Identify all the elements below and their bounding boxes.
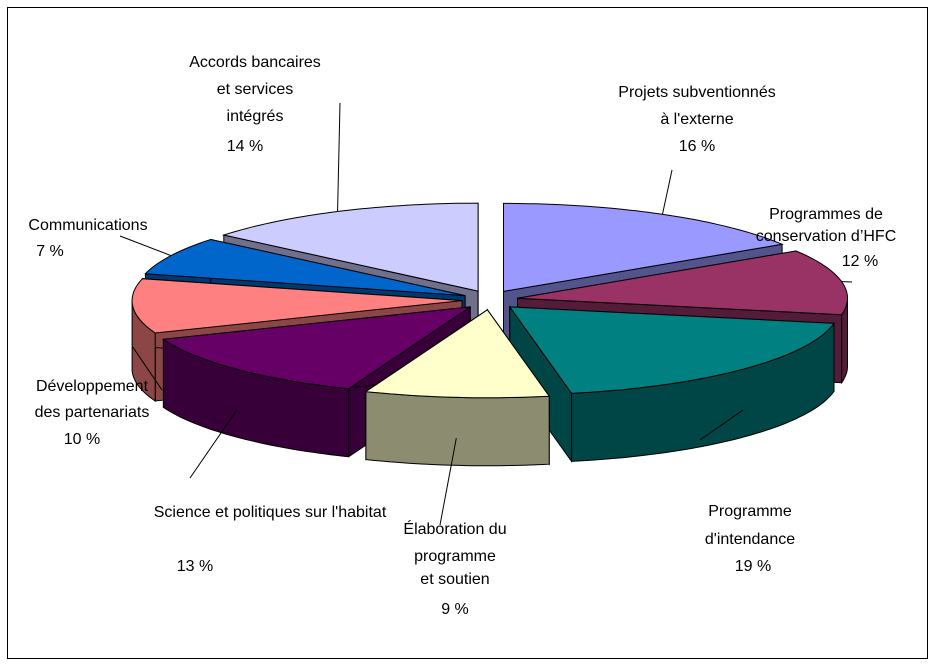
slice-top: [508, 306, 835, 394]
slice-label: Accords bancaires: [189, 54, 321, 71]
slice: [508, 305, 835, 463]
leader-line: [119, 235, 172, 257]
slice-label: programme: [414, 548, 496, 565]
slice-label: intégrés: [227, 108, 284, 125]
slice-label: Communications: [28, 217, 147, 234]
slice-label: des partenariats: [35, 404, 150, 421]
slice-label: Programme: [708, 503, 792, 520]
slice-label: d'intendance: [705, 531, 795, 548]
leader-line: [189, 409, 238, 479]
leader-line: [661, 169, 673, 215]
slice-label: Développement: [36, 378, 149, 395]
slice-value-label: 12 %: [842, 253, 878, 270]
leader-line: [132, 346, 163, 391]
slice-top: [131, 278, 463, 334]
slice-value-label: 14 %: [227, 138, 263, 155]
leader-line: [439, 438, 457, 526]
leader-line: [699, 409, 744, 441]
leader-line: [337, 102, 341, 212]
slice: [364, 308, 551, 467]
slice-top: [503, 202, 784, 292]
slice-label: Science et politiques sur l'habitat: [154, 504, 387, 521]
slice-value-label: 7 %: [36, 243, 64, 260]
slice-label: Élaboration du: [403, 519, 506, 538]
slice-top: [161, 306, 471, 390]
slice-label: conservation d’HFC: [756, 228, 897, 245]
slice-label: Projets subventionnés: [618, 84, 775, 101]
slice-top: [364, 309, 551, 399]
slice-label: à l'externe: [660, 111, 733, 128]
slice-label: Programmes de: [769, 206, 883, 223]
slice-value-label: 9 %: [441, 601, 469, 618]
slice-value-label: 13 %: [177, 558, 213, 575]
slice-rim: [365, 391, 550, 467]
slice-value-label: 16 %: [679, 138, 715, 155]
slice-label: et soutien: [420, 571, 489, 588]
slice-value-label: 19 %: [735, 558, 771, 575]
slice-label: et services: [217, 81, 293, 98]
slice-value-label: 10 %: [64, 431, 100, 448]
